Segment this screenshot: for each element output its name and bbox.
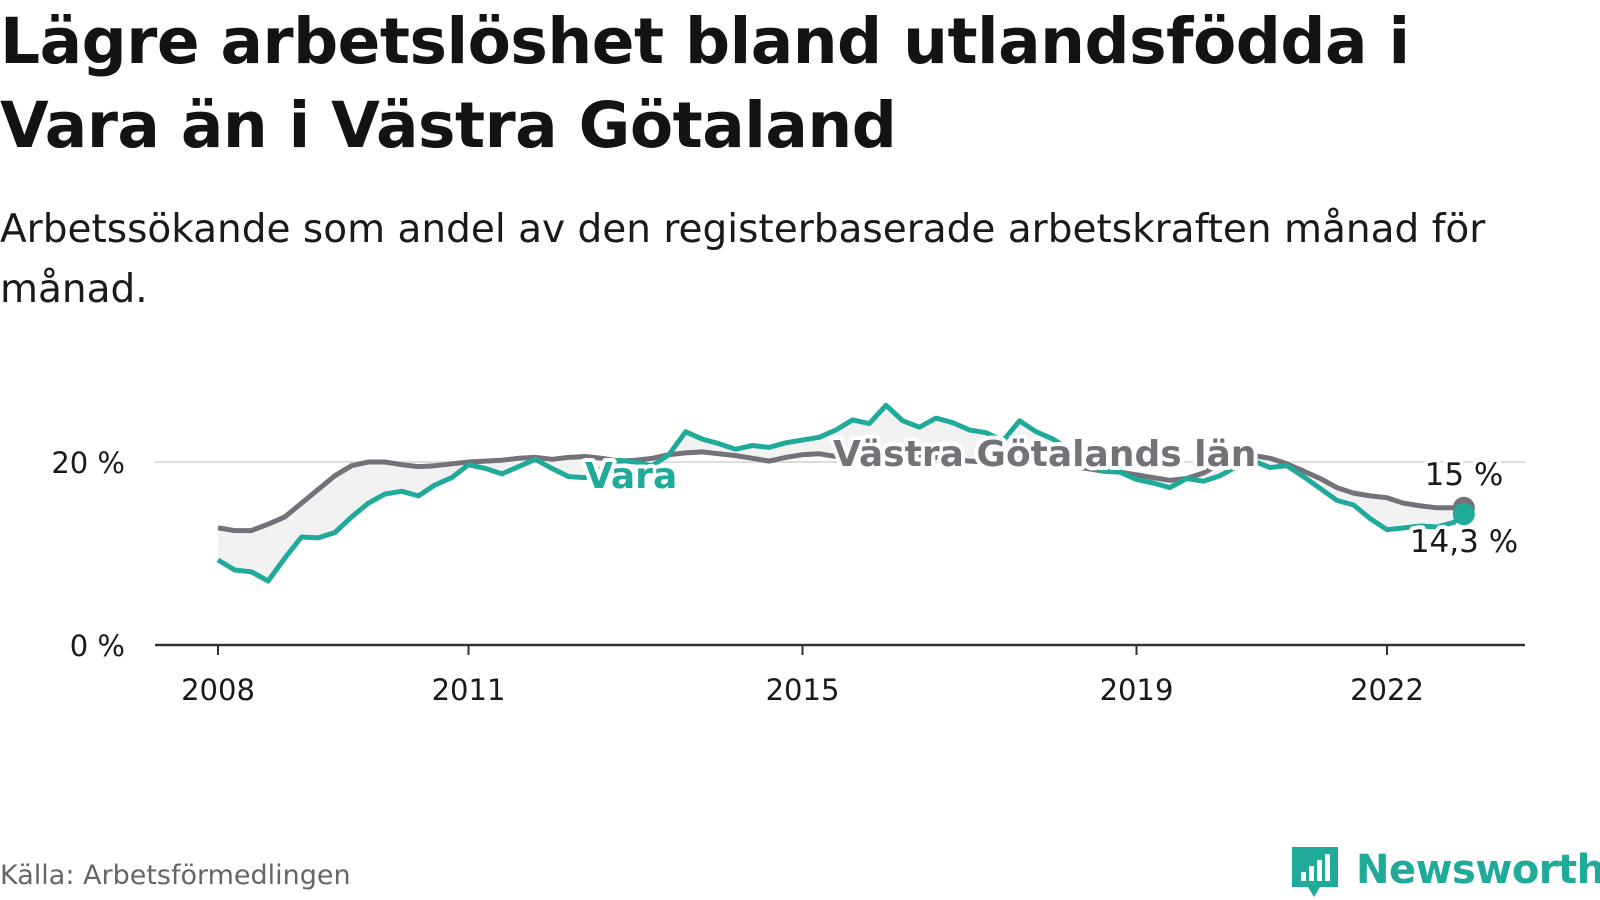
chart-title: Lägre arbetslöshet bland utlandsfödda i …	[0, 5, 1410, 162]
x-tick-label: 2022	[1350, 673, 1424, 707]
series-label-vara: Vara	[585, 456, 677, 497]
y-tick-label: 20 %	[51, 446, 125, 480]
end-label-vastra-gotaland: 15 %	[1425, 457, 1504, 493]
series-label-vastra-gotaland: Västra Götalands län	[833, 434, 1256, 475]
gap-area	[218, 405, 1464, 581]
end-marker-vara	[1452, 503, 1475, 526]
y-tick-label: 0 %	[70, 629, 125, 663]
x-tick-label: 2011	[432, 673, 506, 707]
x-axis	[155, 643, 1525, 655]
x-tick-label: 2019	[1100, 673, 1174, 707]
series-line-vara	[216, 402, 1466, 584]
source-note: Källa: Arbetsförmedlingen	[0, 860, 351, 891]
x-tick-label: 2008	[181, 673, 255, 707]
brand-name: Newsworthy	[1356, 847, 1600, 893]
end-label-vara: 14,3 %	[1410, 524, 1518, 560]
x-tick-label: 2015	[766, 673, 840, 707]
series-line-vastra-gotaland	[217, 449, 1464, 534]
newsworthy-chart-bubble-icon	[1292, 847, 1338, 897]
chart-subtitle: Arbetssökande som andel av den registerb…	[0, 207, 1486, 312]
chart-labels: 0 % 20 % 2008 2011 2015 2019 2022 15 % 14,3 % Väs…	[51, 430, 1522, 707]
newsworthy-logo: Newsworthy	[1290, 843, 1600, 899]
line-chart: 0 % 20 % 2008 2011 2015 2019 2022 15 % 14,3 % Väs…	[51, 402, 1525, 707]
